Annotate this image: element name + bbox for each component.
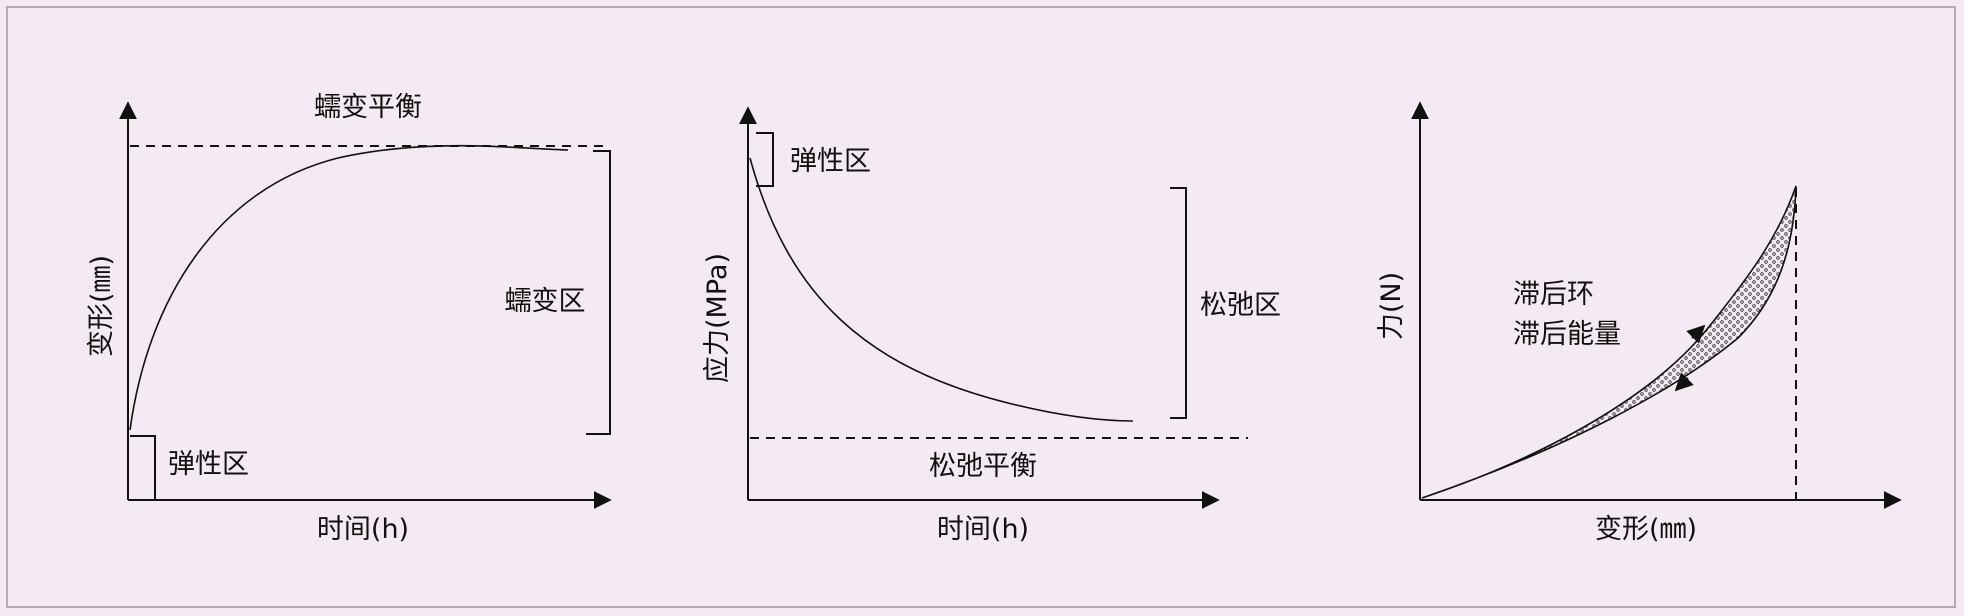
relax-elastic-bracket (756, 132, 774, 187)
hysteresis-loop (1421, 185, 1797, 499)
hysteresis-loop-label: 滞后环 (1513, 279, 1594, 310)
elastic-zone-bracket (130, 435, 156, 500)
hysteresis-energy-label: 滞后能量 (1513, 319, 1621, 350)
figure-frame: 蠕变平衡 蠕变区 弹性区 时间(h) 变形(㎜) 弹性区 松弛区 松弛平衡 时间… (6, 6, 1956, 608)
loading-arrow (1686, 324, 1706, 344)
creep-zone-bracket (586, 150, 611, 435)
hysteresis-panel: 滞后环 滞后能量 变形(㎜) 力(N) (1376, 101, 1902, 545)
relax-x-axis-label: 时间(h) (937, 514, 1029, 545)
relax-equilibrium-label: 松弛平衡 (929, 451, 1037, 482)
creep-curve (129, 144, 569, 431)
elastic-zone-label-1: 弹性区 (168, 449, 249, 480)
diagram-canvas: 蠕变平衡 蠕变区 弹性区 时间(h) 变形(㎜) 弹性区 松弛区 松弛平衡 时间… (86, 92, 1902, 545)
creep-x-axis-label: 时间(h) (317, 514, 409, 545)
relaxation-zone-label: 松弛区 (1200, 290, 1281, 321)
relax-y-axis-label: 应力(MPa) (702, 253, 733, 383)
hyst-x-axis-label: 变形(㎜) (1595, 514, 1697, 545)
hyst-y-axis-label: 力(N) (1376, 272, 1407, 340)
relaxation-panel: 弹性区 松弛区 松弛平衡 时间(h) 应力(MPa) (702, 106, 1281, 545)
creep-y-axis-label: 变形(㎜) (86, 255, 117, 357)
creep-equilibrium-label: 蠕变平衡 (314, 92, 422, 123)
elastic-zone-label-2: 弹性区 (790, 146, 871, 177)
creep-panel: 蠕变平衡 蠕变区 弹性区 时间(h) 变形(㎜) (86, 92, 612, 545)
unloading-arrow (1674, 372, 1694, 392)
creep-zone-label: 蠕变区 (505, 286, 586, 317)
relaxation-curve (749, 157, 1134, 422)
relax-zone-bracket (1170, 187, 1187, 419)
